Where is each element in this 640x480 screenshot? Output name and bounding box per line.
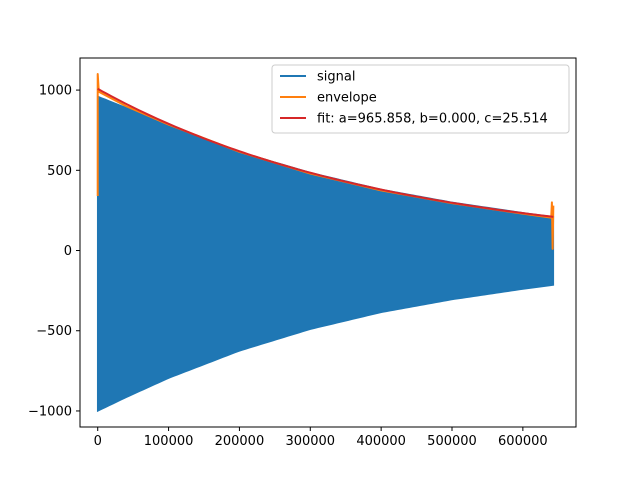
legend-label-fit: fit: a=965.858, b=0.000, c=25.514 xyxy=(317,112,548,127)
y-tick-label: 1000 xyxy=(39,84,72,99)
series-fit xyxy=(97,87,554,218)
x-tick-label: 600000 xyxy=(498,434,548,449)
y-tick-label: −1000 xyxy=(28,404,72,419)
y-tick-label: 0 xyxy=(64,244,72,259)
x-tick-label: 500000 xyxy=(427,434,477,449)
plot-area xyxy=(96,73,555,413)
y-axis: −1000 −500 0 500 1000 xyxy=(28,84,80,419)
legend: signal envelope fit: a=965.858, b=0.000,… xyxy=(271,64,570,134)
x-tick-label: 0 xyxy=(94,434,102,449)
x-tick-label: 300000 xyxy=(285,434,335,449)
legend-label-envelope: envelope xyxy=(317,91,377,106)
y-tick-label: 500 xyxy=(47,164,72,179)
x-axis: 0 100000 200000 300000 400000 500000 600000 xyxy=(94,427,548,449)
legend-box xyxy=(271,64,570,134)
x-tick-label: 100000 xyxy=(144,434,194,449)
y-tick-label: −500 xyxy=(36,324,72,339)
x-tick-label: 400000 xyxy=(356,434,406,449)
x-tick-label: 200000 xyxy=(215,434,265,449)
axes-frame xyxy=(79,57,577,428)
legend-label-signal: signal xyxy=(317,70,355,85)
